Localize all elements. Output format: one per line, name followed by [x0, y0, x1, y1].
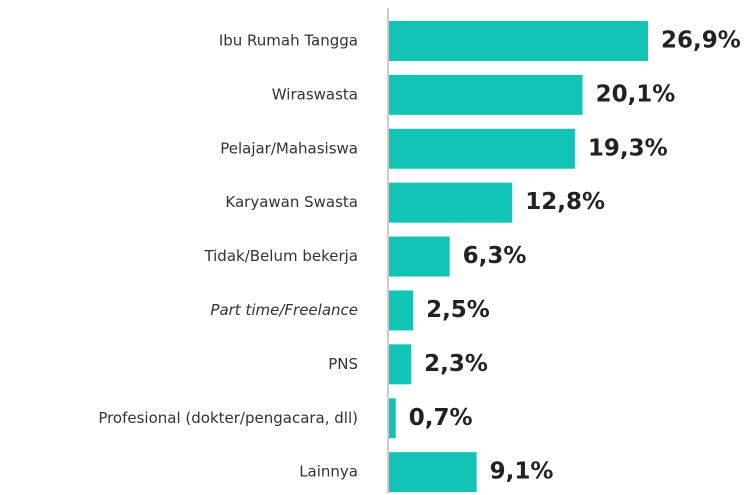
bar — [389, 236, 450, 277]
bar — [389, 74, 583, 115]
value-label: 2,5% — [426, 297, 490, 323]
category-label: Lainnya — [299, 463, 358, 481]
category-label: Profesional (dokter/pengacara, dll) — [98, 409, 358, 427]
value-label: 26,9% — [661, 27, 741, 53]
category-label: PNS — [328, 355, 358, 373]
category-label: Karyawan Swasta — [225, 193, 358, 211]
bar — [389, 20, 649, 61]
bar — [389, 290, 414, 331]
value-label: 0,7% — [409, 405, 473, 431]
value-label: 6,3% — [463, 243, 527, 269]
bar — [389, 344, 412, 385]
value-label: 2,3% — [424, 351, 488, 377]
category-label: Wiraswasta — [272, 85, 358, 103]
category-label: Ibu Rumah Tangga — [219, 31, 358, 49]
value-label: 9,1% — [490, 459, 554, 485]
category-label: Tidak/Belum bekerja — [203, 247, 358, 265]
bar — [389, 398, 396, 439]
category-label: Part time/Freelance — [210, 301, 358, 319]
bar — [389, 452, 477, 493]
bar — [389, 182, 513, 223]
value-label: 19,3% — [588, 135, 668, 161]
bar — [389, 128, 575, 169]
category-label: Pelajar/Mahasiswa — [220, 139, 358, 157]
value-label: 20,1% — [596, 81, 676, 107]
value-label: 12,8% — [525, 189, 605, 215]
